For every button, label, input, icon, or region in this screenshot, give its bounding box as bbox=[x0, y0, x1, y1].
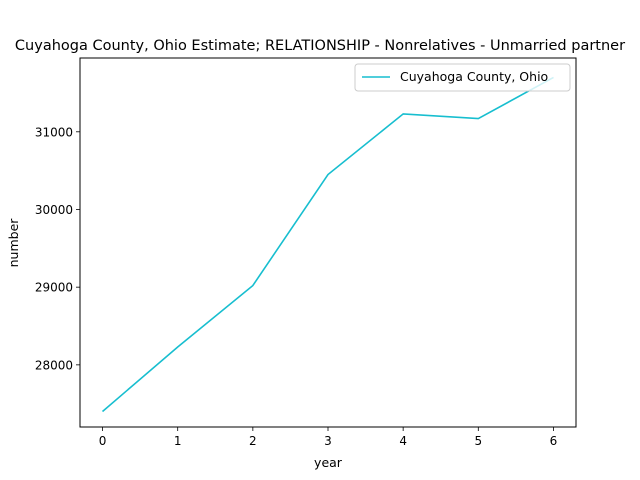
y-axis-ticks: 28000 29000 30000 31000 bbox=[35, 125, 80, 372]
plot-frame bbox=[79, 57, 577, 428]
y-tick-label: 30000 bbox=[35, 203, 73, 217]
x-axis-ticks: 0 1 2 3 4 5 6 bbox=[99, 427, 558, 448]
x-axis-label: year bbox=[314, 455, 343, 470]
y-axis-label: number bbox=[6, 218, 21, 268]
y-tick-label: 31000 bbox=[35, 125, 73, 139]
chart-title: Cuyahoga County, Ohio Estimate; RELATION… bbox=[15, 38, 625, 54]
x-tick-label: 6 bbox=[550, 434, 558, 448]
x-tick-label: 2 bbox=[249, 434, 257, 448]
x-tick-label: 3 bbox=[324, 434, 332, 448]
y-tick-label: 29000 bbox=[35, 281, 73, 295]
legend-box bbox=[354, 63, 571, 92]
legend-label: Cuyahoga County, Ohio bbox=[400, 69, 548, 84]
x-tick-label: 0 bbox=[99, 434, 107, 448]
plot-area bbox=[80, 58, 576, 427]
x-tick-label: 4 bbox=[399, 434, 407, 448]
x-tick-label: 5 bbox=[474, 434, 482, 448]
y-tick-label: 28000 bbox=[35, 358, 73, 372]
x-tick-label: 1 bbox=[174, 434, 182, 448]
legend: Cuyahoga County, Ohio bbox=[354, 63, 571, 92]
